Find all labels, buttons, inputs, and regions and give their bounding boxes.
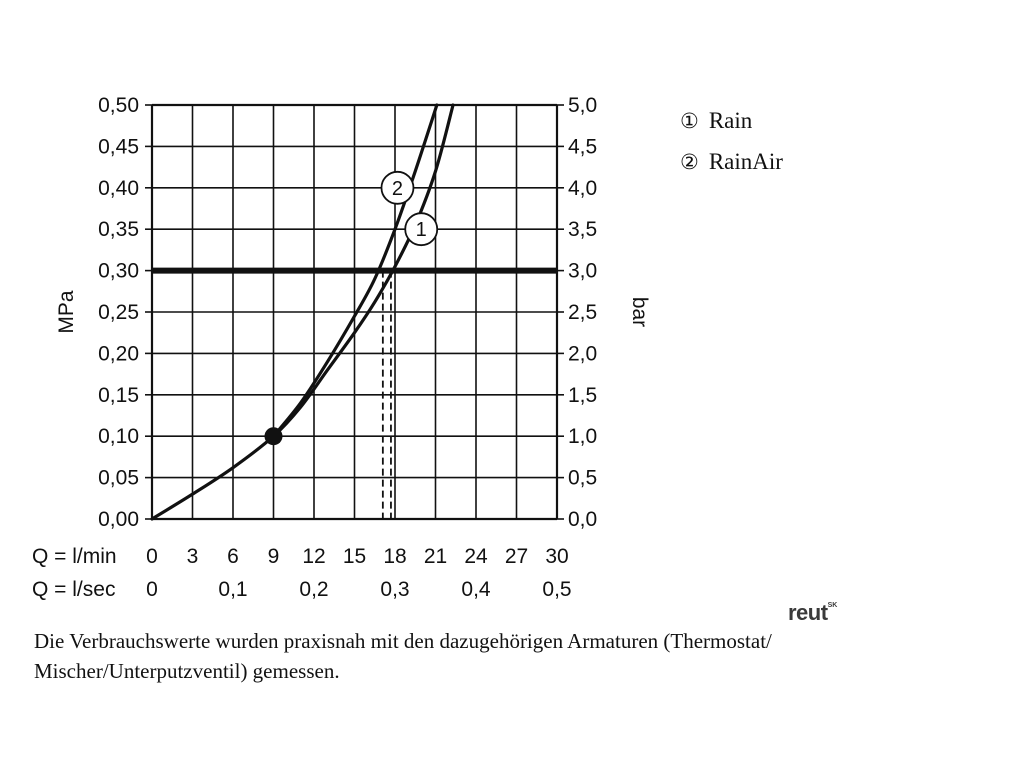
x-lsec-tick-label: 0,3 [380,578,409,600]
pressure-flow-chart: 0,000,050,100,150,200,250,300,350,400,45… [32,94,651,600]
left-tick-label: 0,05 [98,467,139,490]
left-tick-label: 0,15 [98,384,139,407]
left-tick-label: 0,45 [98,135,139,158]
series-line-rainair [271,103,439,438]
left-tick-label: 0,40 [98,177,139,200]
right-tick-label: 0,5 [568,467,597,490]
x-lmin-tick-label: 15 [343,545,366,568]
series-marker-label-1: 1 [416,219,427,241]
series-marker-circle-1 [404,212,439,247]
x-lsec-tick-label: 0,4 [461,578,491,600]
left-tick-label: 0,10 [98,425,139,448]
x-lmin-tick-label: 24 [464,545,488,568]
right-tick-label: 4,0 [568,177,597,200]
x-axis-lsec-label: Q = l/sec [32,578,115,600]
right-tick-label: 3,0 [568,260,597,283]
chart-legend: ① Rain ② RainAir [676,100,783,182]
x-lmin-tick-label: 21 [424,545,447,568]
x-lsec-tick-label: 0 [146,578,158,600]
x-lmin-tick-label: 9 [268,545,280,568]
operating-point [264,427,283,446]
measurement-note: Die Verbrauchswerte wurden praxisnah mit… [34,629,772,683]
x-lsec-tick-label: 0,1 [218,578,247,600]
chart-series: 12 [150,103,557,521]
left-tick-label: 0,00 [98,508,139,531]
brand-logo-text: reut [788,600,828,625]
left-tick-label: 0,50 [98,94,139,117]
right-tick-label: 3,5 [568,218,597,241]
x-lmin-tick-label: 6 [227,545,239,568]
x-axis-lmin-ticks: 0 3 6 9 12 15 18 21 24 27 30 [146,545,569,568]
legend-item-rainair: ② RainAir [676,141,783,182]
left-tick-label: 0,35 [98,218,139,241]
left-axis-ticks: 0,00 0,05 0,10 0,15 0,20 0,25 0,30 0,35 0,40 0,45… [98,94,139,531]
left-axis-label: MPa [55,290,78,334]
x-lsec-tick-label: 0,5 [542,578,571,600]
right-tick-label: 1,5 [568,384,597,407]
right-axis-ticks: 0,0 0,5 1,0 1,5 2,0 2,5 3,0 3,5 4,0 4,5 5,0 [568,94,597,531]
x-lsec-tick-label: 0,2 [299,578,328,600]
right-tick-label: 2,5 [568,301,597,324]
x-axis-lsec-ticks: 0 0,1 0,2 0,3 0,4 0,5 [146,578,571,600]
right-tick-label: 2,0 [568,342,597,365]
x-lmin-tick-label: 0 [146,545,158,568]
x-axis-lmin-label: Q = l/min [32,545,117,568]
x-lmin-tick-label: 30 [545,545,568,568]
left-tick-label: 0,30 [98,260,139,283]
legend-label-rainair: RainAir [708,148,783,174]
right-tick-label: 1,0 [568,425,597,448]
right-tick-label: 0,0 [568,508,597,531]
brand-logo-suffix: SK [827,602,838,609]
right-tick-label: 4,5 [568,135,597,158]
legend-marker-2: ② [680,149,699,174]
right-tick-label: 5,0 [568,94,597,117]
legend-item-rain: ① Rain [676,100,783,141]
left-tick-label: 0,20 [98,342,139,365]
legend-marker-1: ① [680,108,699,133]
x-lmin-tick-label: 3 [187,545,199,568]
legend-label-rain: Rain [708,107,753,133]
x-lmin-tick-label: 12 [302,545,325,568]
series-marker-circle-2 [380,170,415,205]
series-marker-label-2: 2 [392,178,403,200]
left-tick-label: 0,25 [98,301,139,324]
chart-grid [145,103,564,521]
x-lmin-tick-label: 18 [383,545,406,568]
x-lmin-tick-label: 27 [505,545,528,568]
brand-logo: reutSK [788,600,837,626]
right-axis-label: bar [628,297,651,327]
